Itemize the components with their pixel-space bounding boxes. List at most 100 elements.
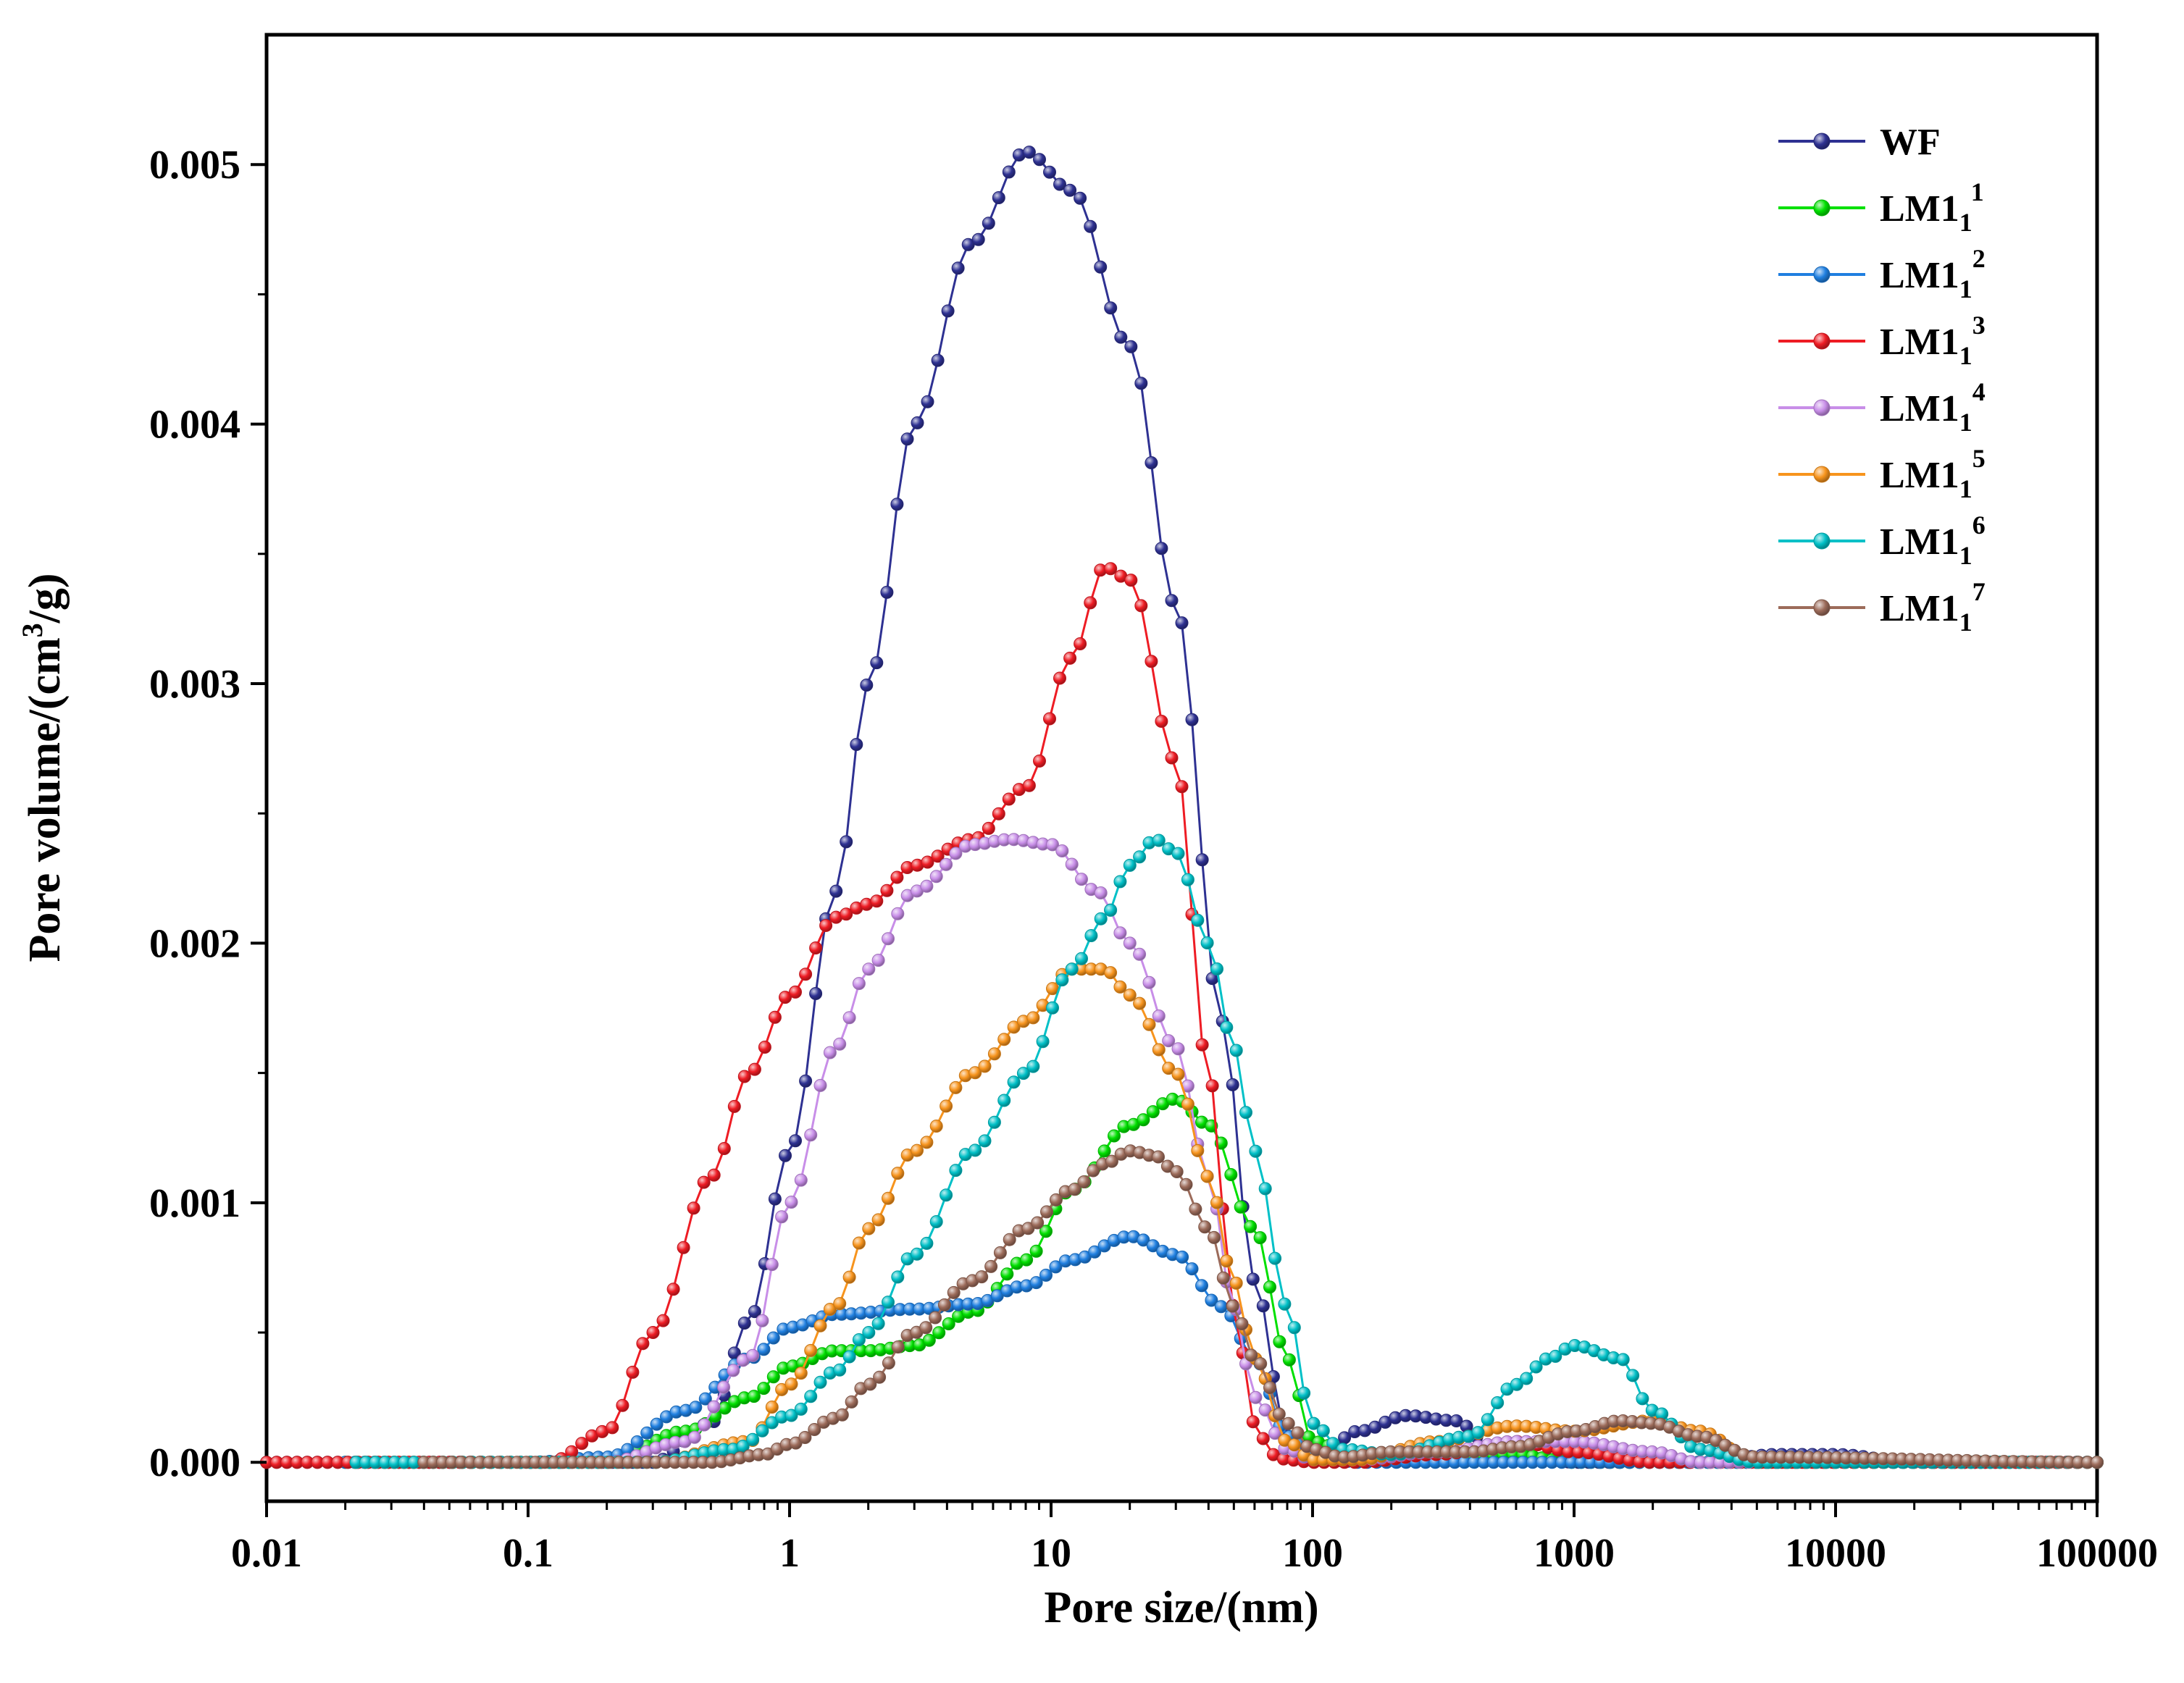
data-point xyxy=(835,1408,849,1422)
data-point xyxy=(992,191,1005,204)
data-point xyxy=(1246,1272,1260,1286)
data-point xyxy=(779,991,792,1004)
data-point xyxy=(785,1409,798,1422)
data-point xyxy=(942,1317,955,1330)
data-point xyxy=(1049,1193,1063,1206)
legend-label: LM115 xyxy=(1880,444,1986,503)
legend-marker xyxy=(1813,532,1831,550)
data-point xyxy=(1307,1417,1321,1430)
data-point xyxy=(1208,1230,1221,1244)
data-point xyxy=(1175,780,1189,794)
data-point xyxy=(1249,1144,1263,1158)
data-point xyxy=(1074,191,1087,205)
data-point xyxy=(765,1416,779,1430)
data-point xyxy=(1200,936,1214,949)
y-tick-label: 0.002 xyxy=(149,921,240,966)
x-tick-label: 10 xyxy=(1031,1531,1071,1576)
data-point xyxy=(1016,1067,1030,1080)
data-point xyxy=(1471,1426,1485,1440)
data-point xyxy=(813,1078,827,1092)
data-point xyxy=(833,1297,847,1311)
data-point xyxy=(1220,1254,1234,1268)
y-tick-label: 0.003 xyxy=(149,662,240,707)
data-point xyxy=(1171,1042,1185,1056)
data-point xyxy=(1123,989,1137,1002)
x-tick-label: 100 xyxy=(1282,1531,1343,1576)
series-lm1-6 xyxy=(349,834,2104,1469)
data-point xyxy=(813,1375,827,1389)
data-point xyxy=(794,1173,808,1187)
data-point xyxy=(766,1331,780,1345)
data-point xyxy=(882,1191,895,1205)
data-point xyxy=(978,1134,992,1148)
data-point xyxy=(968,1066,982,1080)
data-point xyxy=(987,1115,1001,1129)
data-point xyxy=(1039,1225,1053,1238)
data-point xyxy=(1254,1357,1268,1371)
data-point xyxy=(1065,857,1079,871)
data-point xyxy=(1113,926,1127,940)
data-point xyxy=(871,1317,885,1330)
data-point xyxy=(1020,1253,1034,1267)
data-point xyxy=(1316,1424,1330,1438)
data-point xyxy=(1003,1233,1016,1246)
series-line xyxy=(356,838,2097,1464)
x-tick-label: 100000 xyxy=(2036,1531,2158,1576)
data-point xyxy=(882,1356,895,1370)
data-point xyxy=(1074,637,1087,650)
axis-ticks-group: 0.01 0.1 1 10 100 1000 10000 100000 0.000 0.001 0.… xyxy=(149,143,2158,1576)
data-point xyxy=(840,907,853,921)
y-tick-label: 0.004 xyxy=(149,403,240,448)
data-point xyxy=(860,679,874,692)
data-point xyxy=(1094,260,1108,274)
legend-marker xyxy=(1813,466,1831,483)
data-point xyxy=(890,870,904,884)
data-point xyxy=(756,1424,769,1438)
legend-label: LM116 xyxy=(1880,511,1986,570)
x-axis-title: Pore size/(nm) xyxy=(1044,1583,1318,1632)
data-point xyxy=(863,1377,877,1391)
data-point xyxy=(984,1259,998,1273)
data-point xyxy=(1142,1017,1156,1031)
data-point xyxy=(794,1402,808,1416)
data-point xyxy=(646,1326,660,1339)
data-point xyxy=(940,857,953,871)
data-point xyxy=(993,1246,1007,1259)
data-point xyxy=(1002,792,1016,806)
series-lm1-7 xyxy=(417,1144,2104,1469)
data-point xyxy=(987,1047,1001,1061)
data-point xyxy=(1145,456,1158,469)
data-point xyxy=(862,1222,876,1235)
data-point xyxy=(768,1010,782,1024)
data-point xyxy=(766,1370,780,1384)
legend-marker xyxy=(1813,199,1831,217)
legend-item: LM113 xyxy=(1778,311,1986,370)
data-point xyxy=(1198,1220,1212,1234)
data-point xyxy=(697,1175,711,1189)
legend-item: LM115 xyxy=(1778,444,1986,503)
data-point xyxy=(1104,562,1118,576)
data-point xyxy=(845,1395,858,1409)
data-point xyxy=(1234,1200,1247,1214)
y-tick-label: 0.000 xyxy=(149,1440,240,1485)
data-point xyxy=(929,1311,942,1325)
data-point xyxy=(1123,936,1137,950)
data-point xyxy=(1170,1165,1184,1178)
data-point xyxy=(871,1213,885,1227)
data-point xyxy=(1007,1075,1021,1089)
data-point xyxy=(1256,1299,1270,1313)
data-point xyxy=(1084,929,1098,942)
data-point xyxy=(1152,1150,1165,1164)
data-point xyxy=(1113,875,1127,889)
data-point xyxy=(1205,1293,1218,1307)
data-point xyxy=(852,1236,866,1250)
data-point xyxy=(768,1192,782,1206)
data-point xyxy=(666,1283,680,1296)
data-point xyxy=(775,1210,789,1224)
data-point xyxy=(748,1305,761,1319)
data-point xyxy=(756,1314,769,1327)
y-axis-title-part-1: Pore volume/(cm xyxy=(20,637,70,962)
data-point xyxy=(882,1296,895,1309)
legend-label: LM117 xyxy=(1880,577,1986,637)
data-point xyxy=(829,884,843,898)
